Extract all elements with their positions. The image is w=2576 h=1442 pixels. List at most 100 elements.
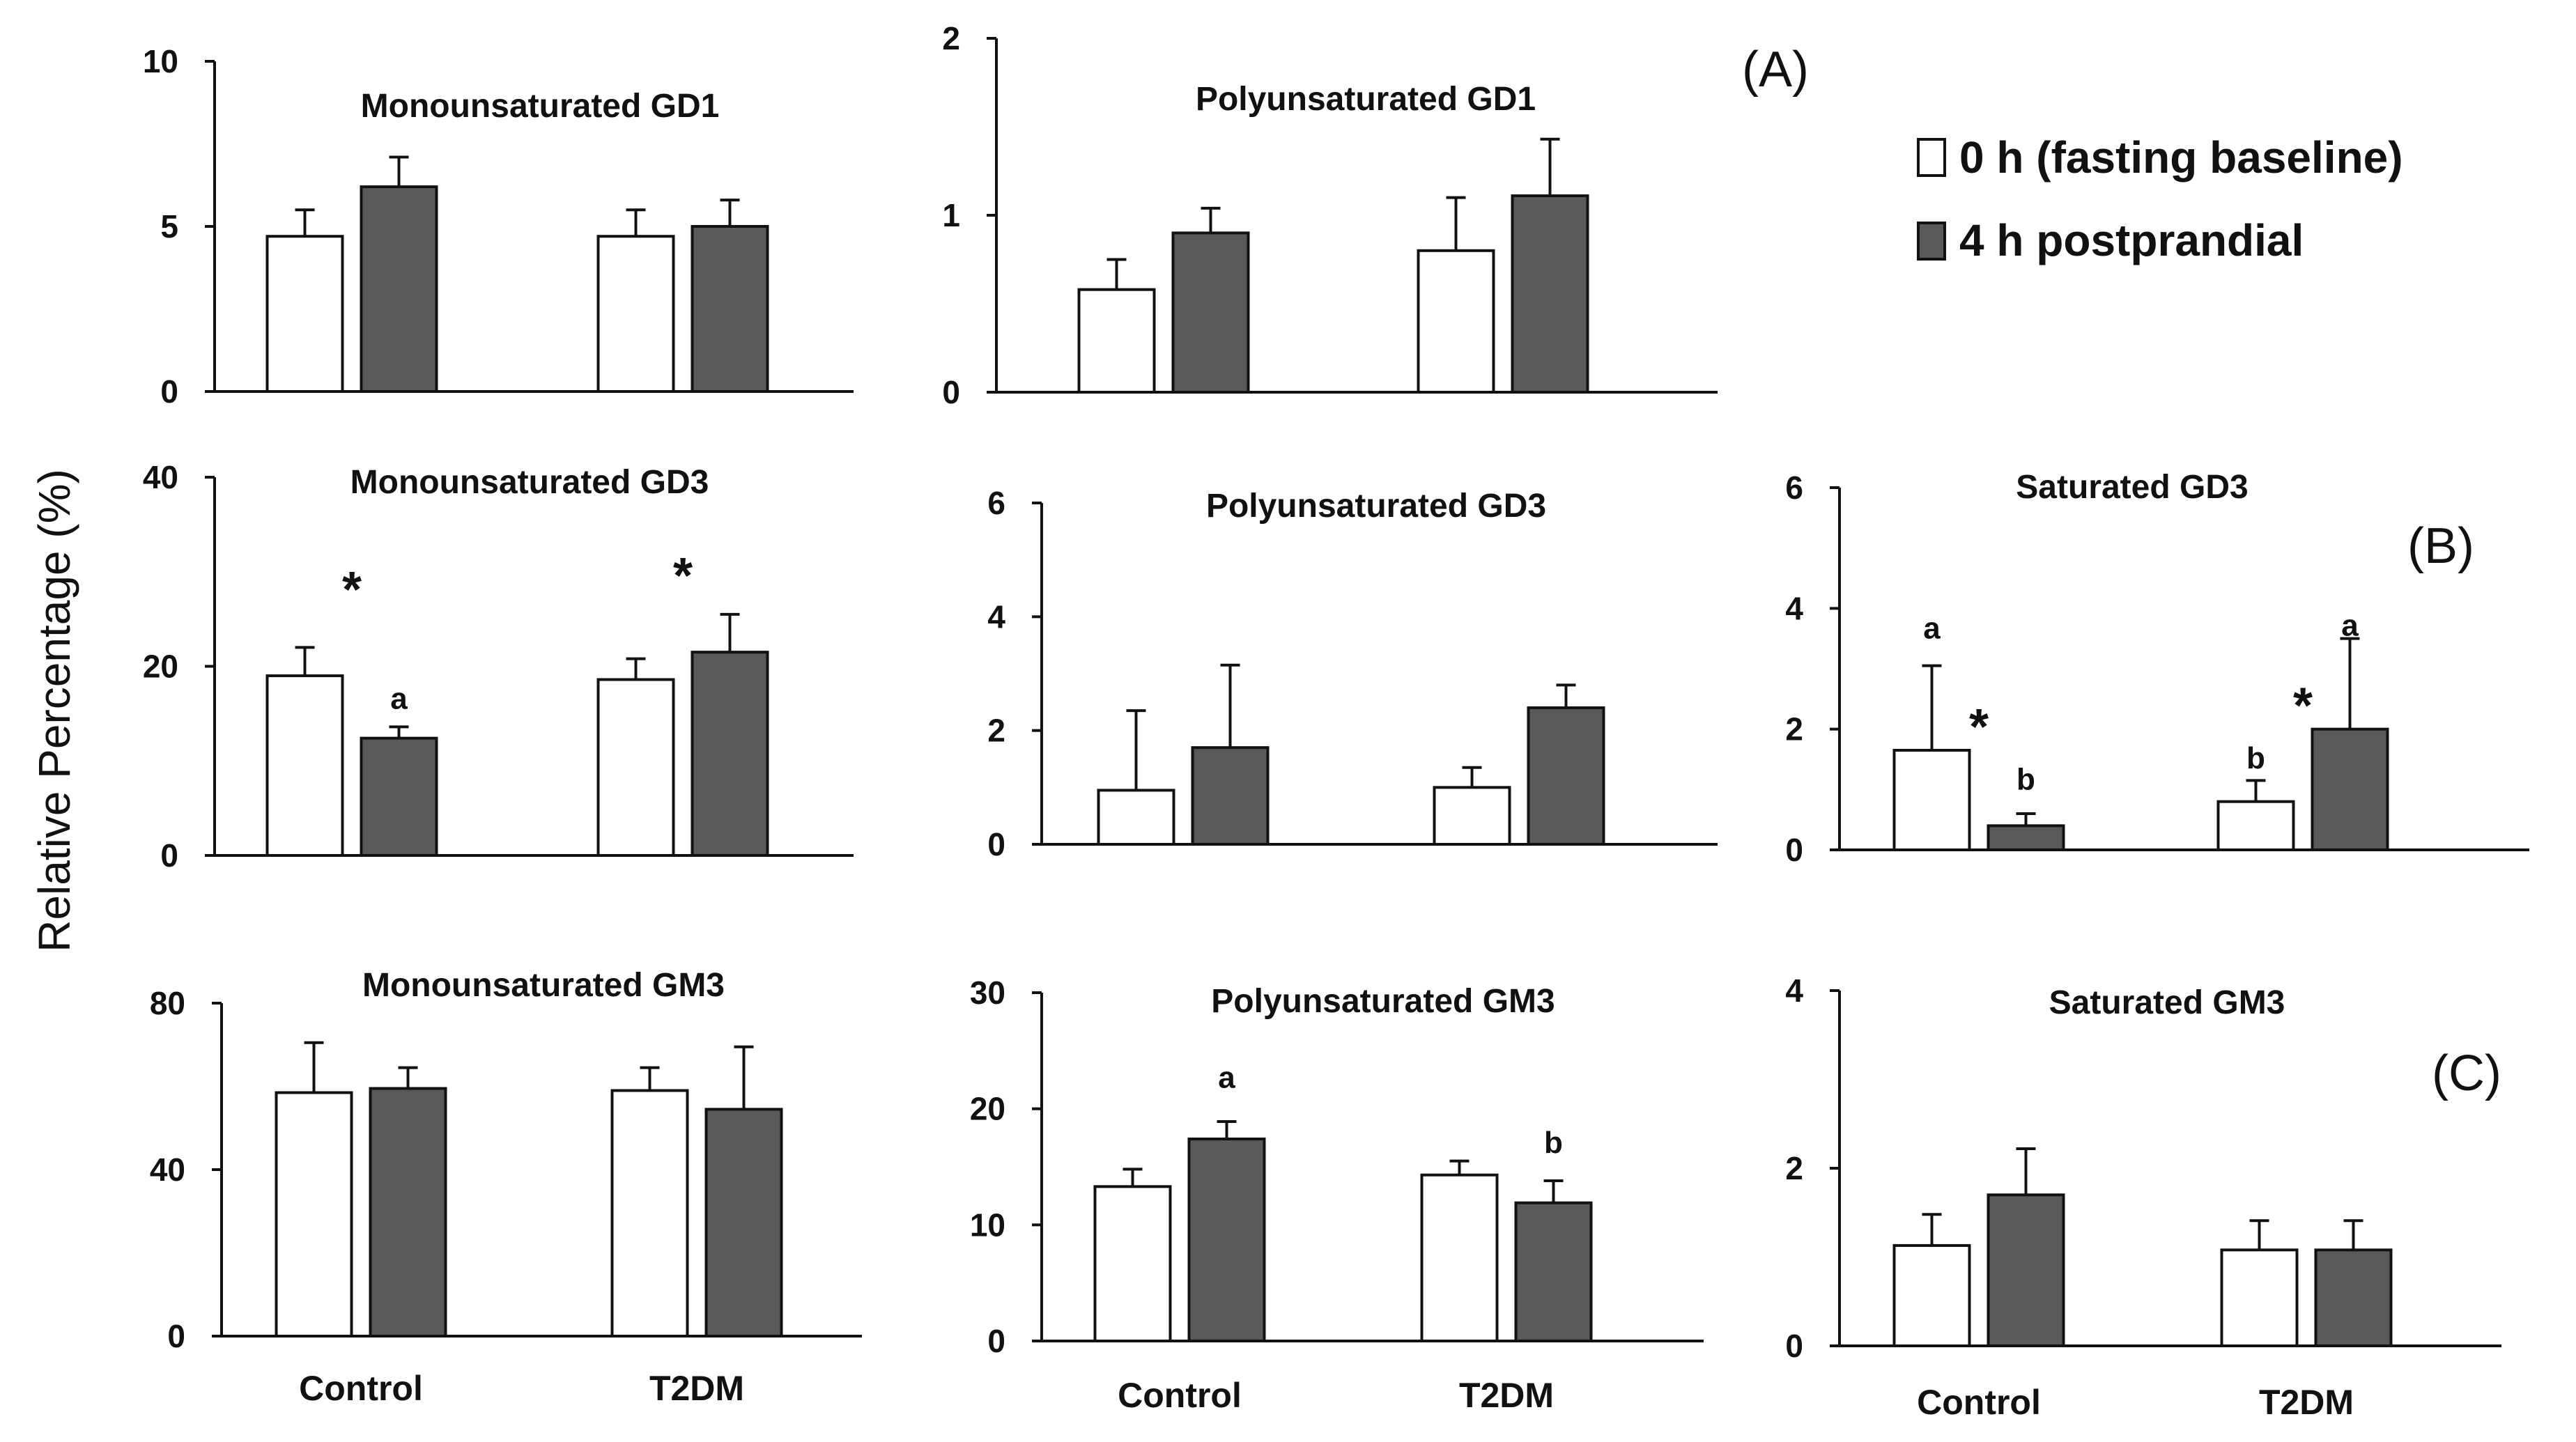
y-tick-label: 10 xyxy=(970,1207,1005,1243)
y-tick-label: 1 xyxy=(942,197,960,233)
bar-baseline xyxy=(1097,789,1175,846)
chart-poly-gd1: Polyunsaturated GD1 0 1 2 xyxy=(942,20,1718,410)
y-tick-label: 10 xyxy=(143,43,178,79)
bar-postprandial xyxy=(1171,231,1250,394)
y-tick-label: 6 xyxy=(987,485,1005,521)
bar-postprandial xyxy=(1187,1138,1266,1342)
legend-label-postprandial: 4 h postprandial xyxy=(1959,215,2304,265)
chart-sat-gm3: Saturated GM3 0 2 4 Control T2DM xyxy=(1785,972,2501,1422)
bar-postprandial xyxy=(1527,706,1605,846)
y-tick-label: 2 xyxy=(1785,711,1803,747)
bar-postprandial xyxy=(1987,1193,2065,1347)
chart-title: Monounsaturated GD3 xyxy=(350,464,709,501)
y-tick-label: 6 xyxy=(1785,470,1803,506)
bar-baseline xyxy=(596,678,675,857)
bar-baseline xyxy=(1892,1243,1971,1348)
y-tick-label: 4 xyxy=(1785,972,1803,1009)
bar-postprandial xyxy=(704,1108,783,1338)
chart-title: Polyunsaturated GM3 xyxy=(1211,983,1555,1020)
panel-label-a: (A) xyxy=(1742,42,1809,98)
bar-baseline xyxy=(1077,288,1156,394)
y-tick-label: 4 xyxy=(987,598,1005,635)
x-category-label: T2DM xyxy=(649,1369,744,1408)
legend-label-baseline: 0 h (fasting baseline) xyxy=(1959,132,2403,183)
y-tick-label: 0 xyxy=(1785,1328,1803,1364)
chart-poly-gm3: Polyunsaturated GM3 0 10 20 30 Control T2DM a b xyxy=(970,975,1704,1415)
legend: 0 h (fasting baseline) 4 h postprandial xyxy=(1917,132,2403,265)
significance-star: * xyxy=(342,562,362,618)
x-category-label: Control xyxy=(299,1369,423,1408)
y-tick-label: 2 xyxy=(1785,1150,1803,1186)
x-category-label: Control xyxy=(1917,1383,2041,1422)
bar-postprandial xyxy=(360,185,438,393)
bar-postprandial xyxy=(2314,1248,2393,1348)
bar-baseline xyxy=(1417,249,1495,394)
y-tick-label: 0 xyxy=(167,1318,185,1354)
y-tick-label: 20 xyxy=(143,649,178,685)
panel-label-c: (C) xyxy=(2432,1046,2501,1101)
bar-baseline xyxy=(1433,786,1511,846)
y-tick-label: 40 xyxy=(143,459,178,495)
y-tick-label: 0 xyxy=(987,826,1005,862)
bar-baseline xyxy=(596,235,675,393)
y-tick-label: 0 xyxy=(160,373,178,410)
bar-baseline xyxy=(265,235,344,393)
significance-star: * xyxy=(2293,679,2313,734)
significance-letter: a xyxy=(1218,1061,1235,1095)
y-tick-label: 2 xyxy=(987,713,1005,749)
bar-baseline xyxy=(2220,1248,2299,1348)
chart-poly-gd3: Polyunsaturated GD3 0 2 4 6 xyxy=(987,485,1718,862)
bar-postprandial xyxy=(691,651,769,857)
bar-baseline xyxy=(2216,800,2295,851)
chart-title: Polyunsaturated GD1 xyxy=(1196,81,1536,118)
legend-swatch-postprandial xyxy=(1917,222,1946,261)
bar-baseline xyxy=(1420,1173,1499,1342)
chart-title: Monounsaturated GD1 xyxy=(361,88,720,125)
y-axis-label: Relative Percentage (%) xyxy=(29,469,79,952)
significance-letter: b xyxy=(2016,762,2035,796)
chart-title: Polyunsaturated GD3 xyxy=(1206,488,1546,525)
bar-postprandial xyxy=(369,1087,447,1338)
y-tick-label: 40 xyxy=(150,1152,185,1188)
chart-title: Monounsaturated GM3 xyxy=(362,967,725,1004)
chart-mono-gm3: Monounsaturated GM3 0 40 80 Control T2DM xyxy=(150,967,862,1408)
significance-letter: a xyxy=(390,682,408,716)
chart-mono-gd3: Monounsaturated GD3 0 20 40 * a * xyxy=(143,459,854,874)
y-tick-label: 2 xyxy=(942,20,960,56)
y-tick-label: 0 xyxy=(160,837,178,874)
chart-sat-gd3: Saturated GD3 0 2 4 6 a * b b * a xyxy=(1785,469,2529,868)
significance-letter: b xyxy=(2246,741,2265,775)
bar-postprandial xyxy=(1191,746,1270,846)
bar-postprandial xyxy=(2311,727,2389,851)
bar-baseline xyxy=(265,674,344,857)
legend-swatch-baseline xyxy=(1917,138,1946,177)
panel-label-b: (B) xyxy=(2407,518,2474,574)
significance-letter: a xyxy=(2341,608,2359,642)
y-tick-label: 30 xyxy=(970,975,1005,1011)
bar-postprandial xyxy=(1511,194,1589,394)
significance-letter: b xyxy=(1544,1126,1563,1160)
bar-postprandial xyxy=(691,225,769,393)
bar-baseline xyxy=(1892,749,1971,851)
chart-title: Saturated GD3 xyxy=(2016,469,2248,506)
y-tick-label: 0 xyxy=(987,1323,1005,1359)
bar-baseline xyxy=(610,1089,689,1338)
x-category-label: T2DM xyxy=(2259,1383,2354,1422)
y-tick-label: 4 xyxy=(1785,590,1803,626)
significance-letter: a xyxy=(1923,612,1941,646)
bar-postprandial xyxy=(1987,824,2065,852)
y-tick-label: 80 xyxy=(150,985,185,1021)
chart-title: Saturated GM3 xyxy=(2049,984,2285,1021)
bar-baseline xyxy=(275,1091,353,1338)
significance-star: * xyxy=(1969,699,1989,755)
chart-mono-gd1: Monounsaturated GD1 0 5 10 xyxy=(143,43,854,410)
x-category-label: T2DM xyxy=(1459,1376,1554,1415)
y-tick-label: 0 xyxy=(942,374,960,410)
y-tick-label: 5 xyxy=(160,208,178,245)
x-category-label: Control xyxy=(1118,1376,1242,1415)
y-tick-label: 20 xyxy=(970,1091,1005,1127)
significance-star: * xyxy=(673,548,693,604)
bar-postprandial xyxy=(1514,1201,1593,1342)
